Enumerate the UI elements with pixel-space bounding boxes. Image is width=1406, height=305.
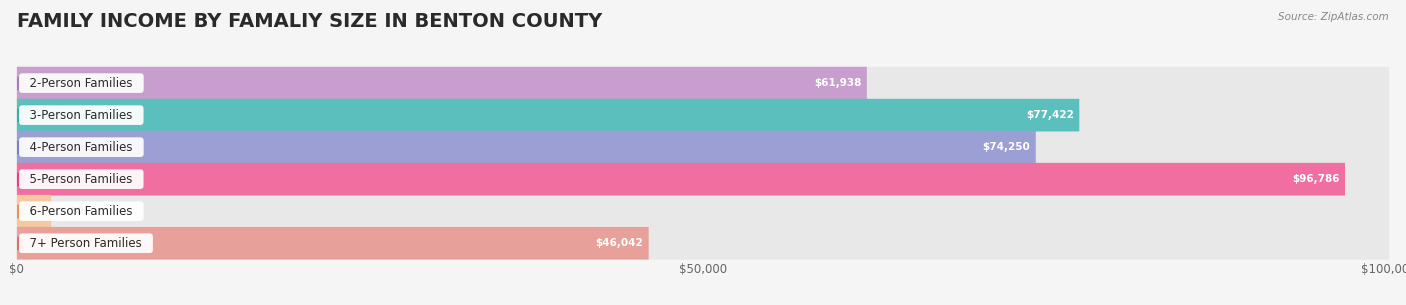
FancyBboxPatch shape <box>17 131 1036 163</box>
Text: 5-Person Families: 5-Person Families <box>22 173 141 186</box>
Text: 7+ Person Families: 7+ Person Families <box>22 237 149 250</box>
FancyBboxPatch shape <box>17 227 1389 260</box>
Text: FAMILY INCOME BY FAMALIY SIZE IN BENTON COUNTY: FAMILY INCOME BY FAMALIY SIZE IN BENTON … <box>17 12 602 31</box>
Text: $74,250: $74,250 <box>983 142 1031 152</box>
FancyBboxPatch shape <box>17 163 1346 196</box>
FancyBboxPatch shape <box>17 131 1389 163</box>
Text: $77,422: $77,422 <box>1026 110 1074 120</box>
FancyBboxPatch shape <box>17 163 1389 196</box>
FancyBboxPatch shape <box>17 227 648 260</box>
Text: 6-Person Families: 6-Person Families <box>22 205 141 218</box>
Text: $96,786: $96,786 <box>1292 174 1340 184</box>
Text: 4-Person Families: 4-Person Families <box>22 141 141 154</box>
FancyBboxPatch shape <box>17 195 51 228</box>
Text: 3-Person Families: 3-Person Families <box>22 109 141 122</box>
Text: $0: $0 <box>69 206 83 216</box>
FancyBboxPatch shape <box>17 67 1389 99</box>
FancyBboxPatch shape <box>17 99 1080 131</box>
FancyBboxPatch shape <box>17 99 1389 131</box>
Text: Source: ZipAtlas.com: Source: ZipAtlas.com <box>1278 12 1389 22</box>
Text: $61,938: $61,938 <box>814 78 862 88</box>
Text: 2-Person Families: 2-Person Families <box>22 77 141 90</box>
FancyBboxPatch shape <box>17 67 868 99</box>
FancyBboxPatch shape <box>17 195 1389 228</box>
Text: $46,042: $46,042 <box>596 238 643 248</box>
